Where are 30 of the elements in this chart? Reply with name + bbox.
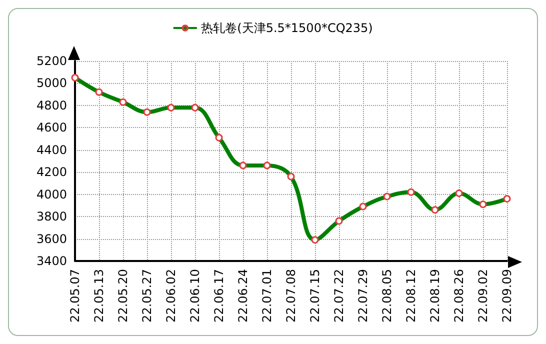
y-tick-label: 4800 xyxy=(36,98,67,112)
x-tick-label: 22.09.02 xyxy=(476,269,490,322)
y-tick-label: 3600 xyxy=(36,232,67,246)
y-tick-label: 3400 xyxy=(36,254,67,268)
x-tick-label: 22.06.17 xyxy=(212,269,226,322)
x-tick-label: 22.07.22 xyxy=(332,269,346,322)
legend-label: 热轧卷(天津5.5*1500*CQ235) xyxy=(201,21,373,35)
x-tick-label: 22.07.08 xyxy=(284,269,298,322)
x-tick-label: 22.08.19 xyxy=(428,269,442,322)
x-tick-label: 22.08.12 xyxy=(404,269,418,322)
x-tick-label: 22.07.01 xyxy=(260,269,274,322)
x-tick-label: 22.06.10 xyxy=(188,269,202,322)
y-tick-label: 5000 xyxy=(36,76,67,90)
y-tick-label: 4400 xyxy=(36,142,67,157)
x-tick-label: 22.07.15 xyxy=(308,269,322,322)
x-tick-label: 22.05.20 xyxy=(116,269,130,322)
y-tick-label: 3800 xyxy=(36,210,67,224)
x-tick-label: 22.09.09 xyxy=(500,269,514,322)
x-tick-label: 22.05.07 xyxy=(68,269,82,322)
x-tick-label: 22.06.24 xyxy=(236,269,250,322)
y-tick-label: 4200 xyxy=(36,165,67,180)
x-tick-label: 22.08.26 xyxy=(452,269,466,322)
x-tick-label: 22.05.27 xyxy=(140,269,154,322)
x-tick-label: 22.05.13 xyxy=(92,269,106,322)
y-tick-label: 4600 xyxy=(36,120,67,135)
y-tick-label: 4000 xyxy=(36,187,67,202)
x-tick-label: 22.07.29 xyxy=(356,269,370,322)
x-tick-label: 22.08.05 xyxy=(380,269,394,322)
x-tick-label: 22.06.02 xyxy=(164,269,178,322)
y-tick-label: 5200 xyxy=(36,54,67,68)
